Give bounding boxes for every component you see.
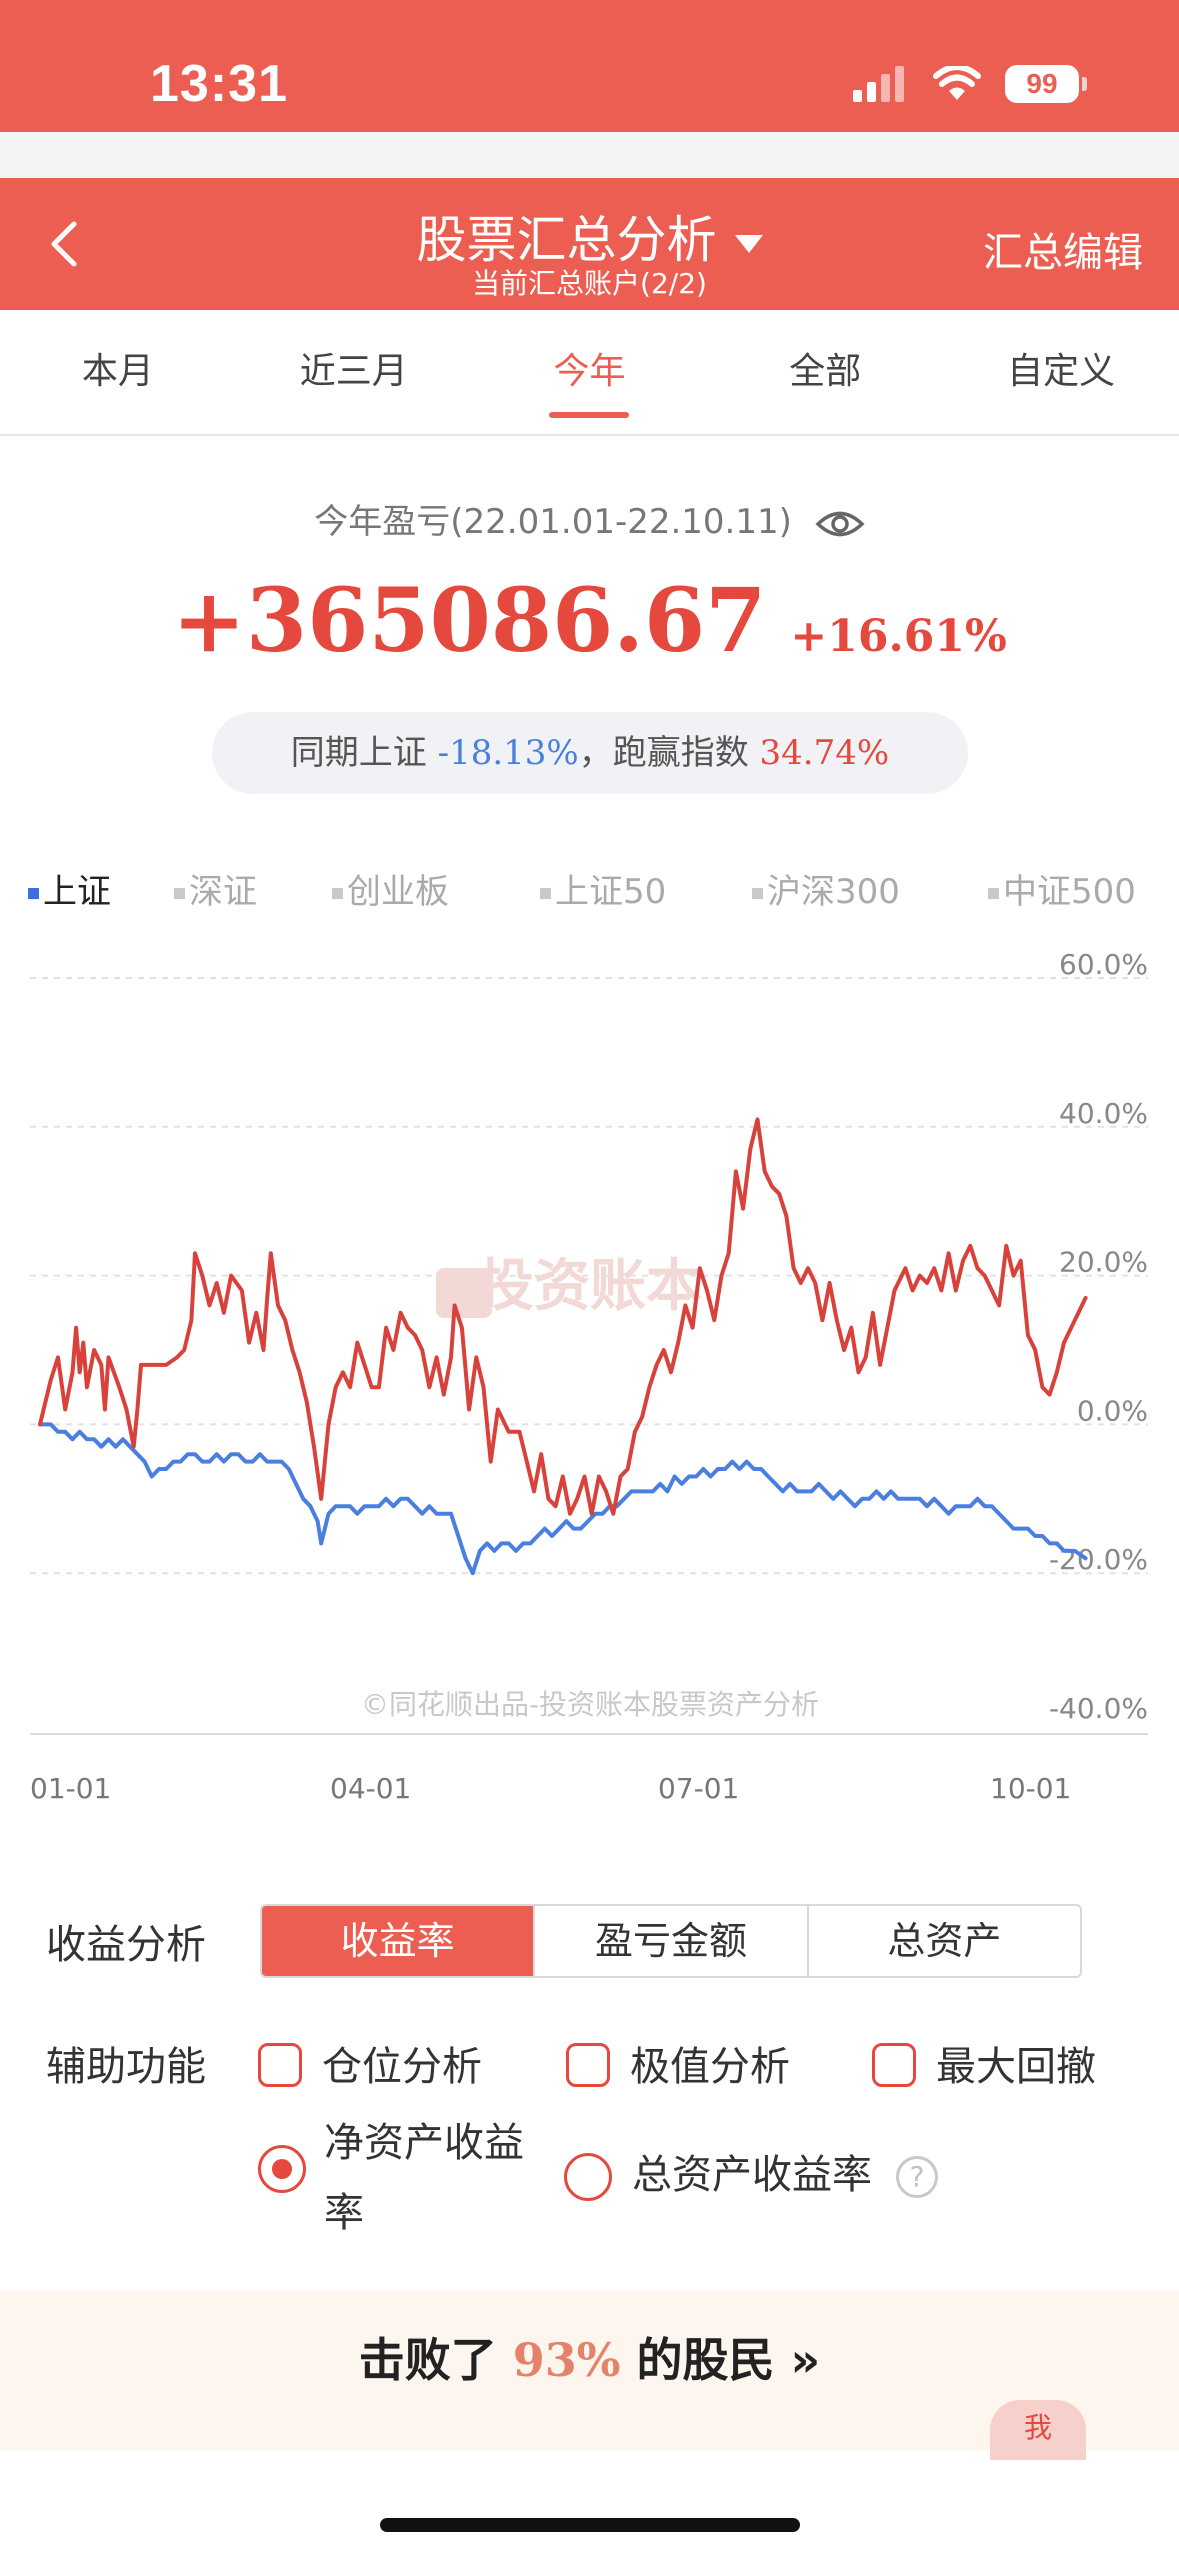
checkbox-label: 极值分析 xyxy=(630,2044,790,2090)
roe-label-line2: 率 xyxy=(324,2190,364,2236)
me-badge[interactable]: 我 xyxy=(990,2400,1086,2460)
series-line-portfolio xyxy=(38,1117,1088,1516)
legend-shenzhen[interactable]: 深证 xyxy=(174,864,257,913)
legend-label: 上证 xyxy=(43,872,111,912)
max-drawdown-checkbox[interactable]: 最大回撤 xyxy=(872,2034,1096,2092)
return-chart[interactable]: 60.0% 40.0% 20.0% 0.0% -20.0% -40.0% 01-01 04-0… xyxy=(0,950,1179,1820)
help-icon[interactable]: ? xyxy=(896,2156,938,2198)
y-tick-label: 20.0% xyxy=(1059,1246,1148,1279)
y-tick-label: 0.0% xyxy=(1077,1394,1148,1427)
status-time: 13:31 xyxy=(150,55,288,113)
legend-label: 中证500 xyxy=(1003,872,1136,912)
segment-pnl-amount[interactable]: 盈亏金额 xyxy=(533,1906,806,1976)
beat-ranking-banner[interactable]: 击败了 93% 的股民 » 我 xyxy=(0,2290,1179,2460)
pnl-values: +365086.67 +16.61% xyxy=(0,568,1179,672)
roa-label: 总资产收益率 xyxy=(632,2152,872,2198)
tab-all[interactable]: 全部 xyxy=(789,351,862,392)
account-subtitle: 当前汇总账户(2/2) xyxy=(472,267,707,300)
legend-sse50[interactable]: 上证50 xyxy=(540,864,666,913)
legend-csi500[interactable]: 中证500 xyxy=(988,864,1136,913)
home-indicator xyxy=(380,2518,800,2532)
wifi-icon xyxy=(933,66,981,100)
extreme-analysis-checkbox[interactable]: 极值分析 xyxy=(566,2034,790,2092)
analysis-label: 收益分析 xyxy=(46,1922,206,1968)
signal-icon xyxy=(853,66,904,102)
tab-custom[interactable]: 自定义 xyxy=(1007,351,1116,392)
checkbox-label: 仓位分析 xyxy=(322,2044,482,2090)
x-tick-label: 07-01 xyxy=(658,1772,739,1805)
compare-prefix: 同期上证 xyxy=(290,733,427,773)
y-tick-label: -20.0% xyxy=(1049,1543,1148,1576)
segment-total-assets[interactable]: 总资产 xyxy=(806,1906,1080,1976)
y-tick-label: 60.0% xyxy=(1059,950,1148,981)
roa-radio[interactable]: 总资产收益率? xyxy=(564,2142,938,2201)
y-tick-label: -40.0% xyxy=(1049,1692,1148,1725)
roe-radio[interactable] xyxy=(258,2144,326,2204)
beat-suffix: 的股民 xyxy=(636,2333,775,2387)
position-analysis-checkbox[interactable]: 仓位分析 xyxy=(258,2034,482,2092)
x-tick-label: 04-01 xyxy=(330,1772,411,1805)
compare-excess-value: 34.74% xyxy=(759,733,890,773)
legend-csi300[interactable]: 沪深300 xyxy=(752,864,900,913)
analysis-segmented-control: 收益率 盈亏金额 总资产 xyxy=(260,1904,1082,1978)
tab-this-year[interactable]: 今年 xyxy=(472,310,708,434)
compare-mid: ，跑赢指数 xyxy=(578,733,749,773)
checkbox-box[interactable] xyxy=(258,2043,302,2087)
pnl-period-label: 今年盈亏(22.01.01-22.10.11) xyxy=(0,494,1179,543)
checkbox-box[interactable] xyxy=(566,2043,610,2087)
checkbox-label: 最大回撤 xyxy=(936,2044,1096,2090)
roe-radio-label[interactable]: 净资产收益 率 xyxy=(324,2108,524,2248)
beat-percent: 93% xyxy=(512,2333,621,2387)
pnl-period-text: 今年盈亏(22.01.01-22.10.11) xyxy=(314,502,792,542)
watermark-logo-icon xyxy=(436,1268,492,1318)
legend-label: 深证 xyxy=(189,872,257,912)
radio-checked[interactable] xyxy=(258,2145,306,2193)
legend-label: 沪深300 xyxy=(767,872,900,912)
battery-level: 99 xyxy=(1026,68,1058,99)
battery-indicator: 99 xyxy=(1005,65,1087,103)
pnl-amount: +365086.67 xyxy=(172,568,767,672)
segment-return-rate[interactable]: 收益率 xyxy=(262,1906,534,1976)
status-icons: 99 xyxy=(851,62,1087,106)
tab-this-month[interactable]: 本月 xyxy=(81,351,154,392)
roe-label-line1: 净资产收益 xyxy=(324,2120,524,2166)
legend-label: 创业板 xyxy=(347,872,449,912)
beat-text: 击败了 93% 的股民 » xyxy=(0,2324,1179,2390)
x-tick-label: 01-01 xyxy=(30,1772,111,1805)
chart-watermark: 投资账本 xyxy=(478,1254,702,1319)
series-line-index xyxy=(38,1422,1088,1576)
nav-header: 股票汇总分析 当前汇总账户(2/2) 汇总编辑 xyxy=(0,178,1179,310)
page-title: 股票汇总分析 xyxy=(416,211,717,269)
radio-unchecked[interactable] xyxy=(564,2153,612,2201)
beat-prefix: 击败了 xyxy=(358,2333,497,2387)
edit-summary-button[interactable]: 汇总编辑 xyxy=(983,230,1143,276)
index-legend: 上证 深证 创业板 上证50 沪深300 中证500 xyxy=(0,864,1179,920)
caret-down-icon xyxy=(734,234,763,253)
eye-icon[interactable] xyxy=(815,507,865,541)
header-gap xyxy=(0,132,1179,178)
tab-three-months[interactable]: 近三月 xyxy=(299,351,408,392)
legend-shanghai[interactable]: 上证 xyxy=(28,864,111,913)
y-tick-label: 40.0% xyxy=(1059,1097,1148,1130)
compare-index-value: -18.13% xyxy=(437,733,579,773)
legend-label: 上证50 xyxy=(555,872,667,912)
chart-credit: ©同花顺出品-投资账本股票资产分析 xyxy=(361,1688,819,1721)
legend-chinext[interactable]: 创业板 xyxy=(332,864,449,913)
status-bar: 13:31 99 xyxy=(0,0,1179,132)
checkbox-box[interactable] xyxy=(872,2043,916,2087)
index-compare-badge: 同期上证 -18.13%，跑赢指数 34.74% xyxy=(212,712,968,794)
x-tick-label: 10-01 xyxy=(990,1772,1071,1805)
double-chevron-right-icon: » xyxy=(790,2333,821,2387)
page-title-dropdown[interactable]: 股票汇总分析 xyxy=(0,200,1179,272)
pnl-percent: +16.61% xyxy=(790,611,1007,662)
aux-label: 辅助功能 xyxy=(46,2044,206,2090)
period-tabs: 本月 近三月 今年 全部 自定义 xyxy=(0,310,1179,436)
back-arrow-icon[interactable] xyxy=(38,214,98,274)
